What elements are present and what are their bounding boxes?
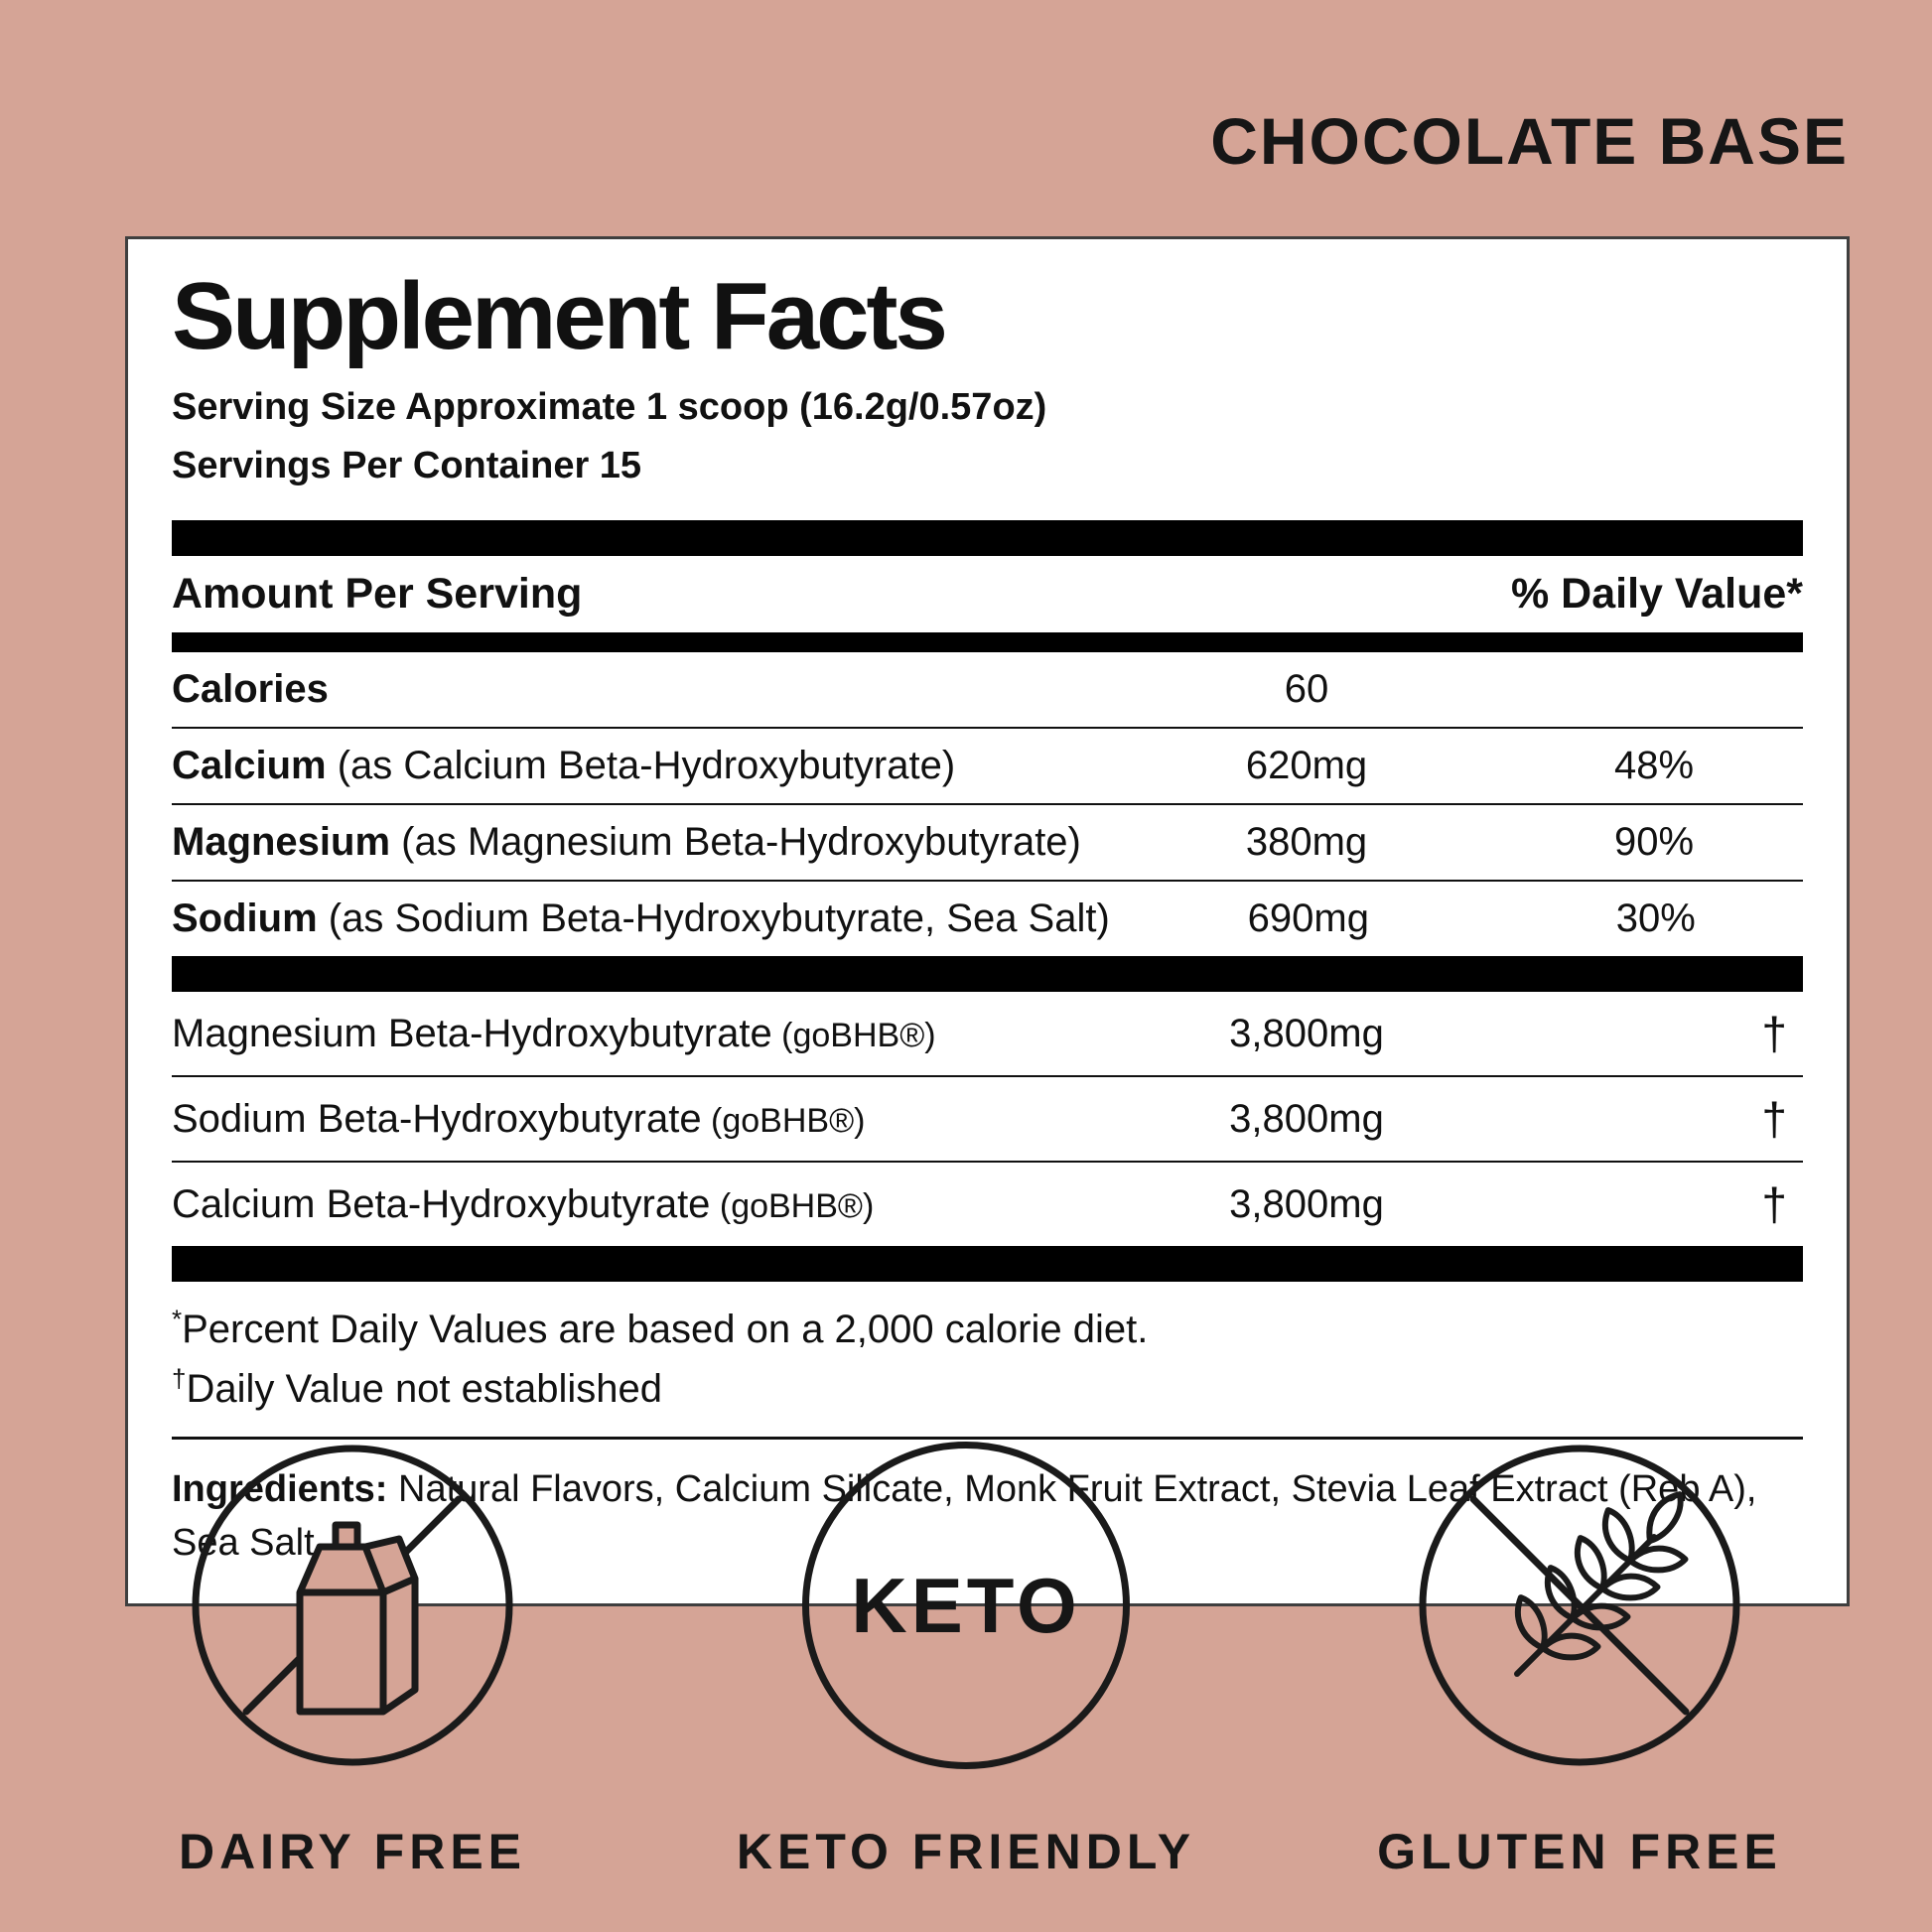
nutrient-desc: (goBHB®) [701, 1101, 866, 1140]
nutrient-daily-value: 48% [1613, 744, 1695, 788]
footnote-text: Percent Daily Values are based on a 2,00… [182, 1308, 1149, 1352]
nutrient-desc: (as Calcium Beta-Hydroxybutyrate) [326, 744, 956, 788]
ingredients-label: Ingredients: [172, 1468, 388, 1511]
nutrient-amount: 380mg [1245, 820, 1368, 865]
badge-row: DAIRY FREE KETO KETO FRIENDLY [139, 1442, 1793, 1880]
nutrient-name: Magnesium [172, 820, 391, 865]
nutrient-name: Sodium [172, 897, 318, 941]
table-row-sodium: Sodium (as Sodium Beta-Hydroxybutyrate, … [172, 880, 1803, 956]
footnote-mark: † [172, 1364, 187, 1395]
nutrient-daily-value: 90% [1613, 820, 1695, 865]
nutrient-desc: (as Magnesium Beta-Hydroxybutyrate) [390, 820, 1081, 865]
amount-per-serving-header: Amount Per Serving [172, 570, 583, 619]
badge-keto-friendly: KETO KETO FRIENDLY [737, 1442, 1190, 1880]
footnote-daily-values: *Percent Daily Values are based on a 2,0… [172, 1300, 1803, 1359]
table-row-calcium: Calcium (as Calcium Beta-Hydroxybutyrate… [172, 727, 1803, 803]
badge-label-keto-friendly: KETO FRIENDLY [736, 1824, 1196, 1879]
divider-bar [172, 956, 1803, 993]
bhb-rows: Magnesium Beta-Hydroxybutyrate (goBHB®) … [172, 992, 1803, 1246]
main-nutrient-rows: Calories 60 Calcium (as Calcium Beta-Hyd… [172, 652, 1803, 956]
badge-label-gluten-free: GLUTEN FREE [1377, 1824, 1782, 1879]
nutrient-amount: 620mg [1245, 744, 1368, 788]
nutrient-name: Magnesium Beta-Hydroxybutyrate [172, 1011, 772, 1055]
keto-circle-text: KETO [851, 1561, 1081, 1649]
nutrient-amount: 3,800mg [1229, 1181, 1384, 1226]
ingredients-divider [172, 1437, 1803, 1441]
badge-gluten-free: GLUTEN FREE [1366, 1442, 1793, 1880]
supplement-facts-panel: Supplement Facts Serving Size Approximat… [125, 236, 1850, 1606]
footnote-dv-not-established: †Daily Value not established [172, 1359, 1803, 1419]
table-row-magnesium: Magnesium (as Magnesium Beta-Hydroxybuty… [172, 803, 1803, 880]
keto-icon: KETO [802, 1442, 1130, 1769]
serving-size-line: Serving Size Approximate 1 scoop (16.2g/… [172, 385, 1047, 428]
table-row-calcium-bhb: Calcium Beta-Hydroxybutyrate (goBHB®) 3,… [172, 1161, 1803, 1246]
nutrient-name: Calcium [172, 744, 327, 788]
no-dairy-icon [189, 1442, 516, 1769]
nutrient-daily-value: † [1761, 1093, 1787, 1146]
nutrient-daily-value: 30% [1615, 897, 1696, 941]
nutrient-desc: (goBHB®) [771, 1016, 936, 1054]
nutrient-amount: 60 [1284, 667, 1329, 712]
divider-bar [172, 520, 1803, 557]
badge-dairy-free: DAIRY FREE [139, 1442, 566, 1880]
nutrient-daily-value: † [1761, 1178, 1787, 1231]
divider-bar [172, 632, 1803, 653]
no-gluten-icon [1416, 1442, 1743, 1769]
footnotes: *Percent Daily Values are based on a 2,0… [172, 1282, 1803, 1431]
nutrient-name: Calories [172, 667, 329, 712]
nutrient-name: Sodium Beta-Hydroxybutyrate [172, 1096, 702, 1141]
nutrient-amount: 3,800mg [1229, 1096, 1384, 1141]
divider-bar [172, 1246, 1803, 1283]
table-row-calories: Calories 60 [172, 652, 1803, 727]
nutrient-desc: (as Sodium Beta-Hydroxybutyrate, Sea Sal… [317, 897, 1110, 941]
table-row-magnesium-bhb: Magnesium Beta-Hydroxybutyrate (goBHB®) … [172, 992, 1803, 1075]
servings-per-container-line: Servings Per Container 15 [172, 444, 642, 486]
supplement-facts-title: Supplement Facts [172, 263, 948, 369]
table-header-row: Amount Per Serving % Daily Value* [172, 556, 1803, 632]
nutrient-amount: 690mg [1247, 897, 1369, 941]
footnote-mark: * [172, 1305, 183, 1335]
nutrient-daily-value: † [1761, 1008, 1787, 1060]
footnote-text: Daily Value not established [186, 1367, 663, 1412]
nutrient-desc: (goBHB®) [710, 1186, 875, 1225]
nutrient-name: Calcium Beta-Hydroxybutyrate [172, 1181, 711, 1226]
badge-label-dairy-free: DAIRY FREE [178, 1824, 527, 1879]
daily-value-header: % Daily Value* [1511, 570, 1803, 619]
page-title: CHOCOLATE BASE [1210, 104, 1849, 178]
nutrient-amount: 3,800mg [1229, 1011, 1384, 1055]
table-row-sodium-bhb: Sodium Beta-Hydroxybutyrate (goBHB®) 3,8… [172, 1075, 1803, 1161]
